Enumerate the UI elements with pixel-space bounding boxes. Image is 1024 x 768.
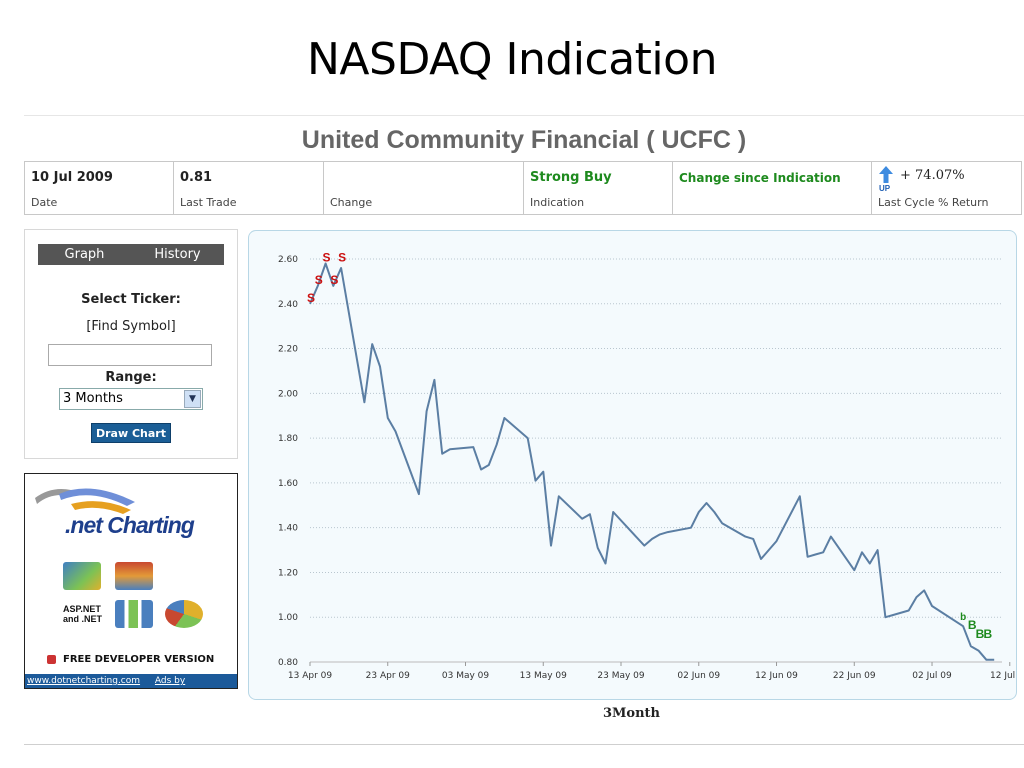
date-cell: 10 Jul 2009 Date	[25, 162, 174, 214]
x-tick-label: 23 Apr 09	[366, 671, 410, 681]
buy-signal: b	[960, 612, 966, 623]
info-bar: 10 Jul 2009 Date 0.81 Last Trade Change …	[24, 161, 1022, 215]
buy-signal: B	[976, 627, 985, 641]
x-tick-label: 13 Apr 09	[288, 671, 332, 681]
company-title: United Community Financial ( UCFC )	[301, 126, 747, 154]
change-since-cell: Change since Indication	[673, 162, 872, 214]
find-symbol-link[interactable]: [Find Symbol]	[86, 319, 176, 334]
y-tick-label: 2.60	[278, 255, 298, 265]
chart-panel: 2.60 2.40 2.20 2.00 1.80 1.60 1.40 1.20 1.00 0.80…	[248, 230, 1024, 700]
sell-signal: S	[323, 250, 331, 264]
return-value: + 74.07%	[900, 168, 965, 183]
bar3d-thumb-icon	[115, 562, 153, 590]
x-tick-label: 02 Jul 09	[912, 671, 952, 681]
y-tick-label: 1.00	[278, 613, 298, 623]
slide-title: NASDAQ Indication	[307, 34, 717, 85]
y-tick-label: 1.20	[278, 568, 298, 578]
aspnet-line2: and .NET	[63, 614, 103, 624]
price-chart: 2.60 2.40 2.20 2.00 1.80 1.60 1.40 1.20 1.00 0.80…	[278, 250, 1024, 681]
return-cell: UP + 74.07% Last Cycle % Return	[872, 162, 1021, 214]
last-trade-cell: 0.81 Last Trade	[174, 162, 324, 214]
tab-graph[interactable]: Graph	[64, 247, 105, 262]
indication-value: Strong Buy	[530, 170, 612, 185]
range-select[interactable]: 3 Months ▼	[59, 388, 203, 410]
sell-signal: S	[338, 250, 346, 264]
aspnet-line1: ASP.NET	[63, 604, 101, 614]
sell-signal: S	[315, 273, 323, 287]
pie-thumb-icon	[165, 600, 203, 628]
draw-chart-button[interactable]: Draw Chart	[91, 423, 171, 443]
range-label: Range:	[105, 370, 157, 385]
y-tick-label: 2.40	[278, 300, 298, 310]
x-tick-label: 22 Jun 09	[833, 671, 876, 681]
sell-signal: S	[307, 291, 315, 305]
y-tick-label: 0.80	[278, 658, 298, 668]
range-select-value: 3 Months	[63, 391, 123, 406]
sell-signal: S	[330, 273, 338, 287]
x-tick-label: 02 Jun 09	[677, 671, 720, 681]
buy-signal: B	[968, 618, 977, 632]
x-tick-label: 23 May 09	[597, 671, 645, 681]
series-line	[309, 262, 995, 661]
x-axis-title: 3Month	[602, 706, 660, 721]
x-tick-label: 13 May 09	[520, 671, 568, 681]
chevron-down-icon[interactable]: ▼	[184, 390, 201, 408]
x-tick-label: 12 Jul 09	[990, 671, 1016, 681]
x-tick-label: 03 May 09	[442, 671, 490, 681]
last-trade-value: 0.81	[180, 170, 213, 185]
widget-frame: United Community Financial ( UCFC ) 10 J…	[24, 115, 1024, 745]
indication-cell: Strong Buy Indication	[524, 162, 673, 214]
ticker-input[interactable]	[48, 344, 212, 366]
x-tick-label: 12 Jun 09	[755, 671, 798, 681]
column-thumb-icon	[115, 600, 153, 628]
tab-history[interactable]: History	[154, 247, 201, 262]
ad-logo-text: .net Charting	[65, 512, 195, 538]
indication-label: Indication	[530, 196, 585, 209]
swoosh-logo-icon	[35, 488, 135, 514]
change-label: Change	[330, 196, 373, 209]
up-arrow-icon: UP	[879, 166, 893, 192]
change-since-value: Change since Indication	[679, 171, 841, 185]
y-tick-label: 2.20	[278, 345, 298, 355]
controls-panel: Graph History Select Ticker: [Find Symbo…	[24, 229, 238, 459]
ad-link-bar: www.dotnetcharting.com Ads by Goooooogle	[25, 674, 237, 688]
ad-link-google[interactable]: Ads by Goooooogle	[154, 676, 186, 686]
date-value: 10 Jul 2009	[31, 170, 113, 185]
aspnet-text: ASP.NET and .NET	[63, 604, 102, 624]
free-bullet-icon	[47, 655, 56, 664]
change-cell: Change	[324, 162, 524, 214]
chart-thumb-icon	[63, 562, 101, 590]
tab-bar: Graph History	[38, 244, 224, 265]
free-developer-text: FREE DEVELOPER VERSION	[63, 654, 215, 665]
y-tick-label: 1.80	[278, 434, 298, 444]
y-tick-label: 1.60	[278, 479, 298, 489]
y-tick-label: 2.00	[278, 389, 298, 399]
dotnetcharting-ad[interactable]: .net Charting ASP.NET and .NET FREE DEVE…	[24, 473, 238, 689]
return-label: Last Cycle % Return	[878, 196, 989, 209]
up-icon-text: UP	[879, 184, 891, 192]
y-tick-label: 1.40	[278, 524, 298, 534]
ad-link-dotnetcharting[interactable]: www.dotnetcharting.com	[27, 676, 141, 686]
select-ticker-label: Select Ticker:	[81, 292, 181, 307]
last-trade-label: Last Trade	[180, 196, 237, 209]
buy-signal: B	[983, 627, 992, 641]
date-label: Date	[31, 196, 58, 209]
